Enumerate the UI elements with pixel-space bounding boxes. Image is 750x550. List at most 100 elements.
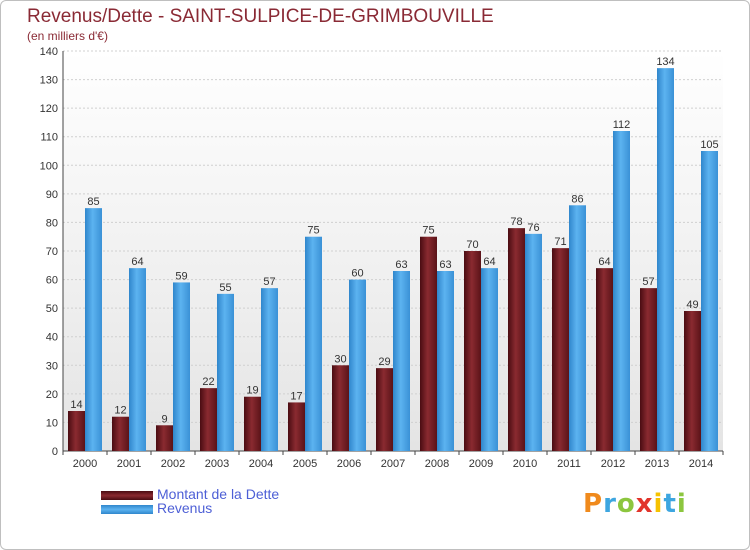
data-label-dette: 17 bbox=[290, 390, 302, 402]
x-tick-label: 2008 bbox=[425, 458, 449, 470]
x-tick-label: 2000 bbox=[73, 458, 97, 470]
data-label-dette: 19 bbox=[246, 385, 258, 397]
data-label-revenus: 112 bbox=[613, 119, 631, 131]
data-label-revenus: 76 bbox=[527, 222, 539, 234]
data-label-dette: 71 bbox=[554, 236, 566, 248]
data-label-dette: 70 bbox=[466, 239, 478, 251]
x-tick-label: 2002 bbox=[161, 458, 185, 470]
data-label-revenus: 55 bbox=[219, 282, 231, 294]
bar-revenus bbox=[701, 151, 718, 451]
y-tick-label: 130 bbox=[40, 75, 58, 87]
logo-letter: o bbox=[616, 489, 636, 519]
data-label-revenus: 64 bbox=[483, 256, 495, 268]
bar-dette bbox=[420, 236, 437, 451]
bar-dette bbox=[376, 368, 393, 451]
bar-dette bbox=[552, 248, 569, 451]
data-label-dette: 30 bbox=[334, 353, 346, 365]
x-tick-label: 2012 bbox=[601, 458, 625, 470]
data-label-dette: 64 bbox=[598, 256, 610, 268]
y-tick-label: 50 bbox=[46, 303, 58, 315]
bar-revenus bbox=[217, 293, 234, 451]
bar-dette bbox=[244, 396, 261, 451]
bar-revenus bbox=[173, 282, 190, 451]
bar-revenus bbox=[437, 271, 454, 451]
x-tick-label: 2010 bbox=[513, 458, 537, 470]
x-tick-label: 2011 bbox=[557, 458, 581, 470]
proxiti-logo: Proxiti bbox=[583, 489, 687, 519]
data-label-revenus: 63 bbox=[395, 259, 407, 271]
data-label-revenus: 60 bbox=[351, 268, 363, 280]
data-label-revenus: 63 bbox=[439, 259, 451, 271]
bar-dette bbox=[596, 268, 613, 451]
data-label-dette: 78 bbox=[510, 216, 522, 228]
chart-subtitle: (en milliers d'€) bbox=[27, 29, 108, 43]
y-tick-label: 30 bbox=[46, 360, 58, 372]
bar-dette bbox=[200, 388, 217, 451]
data-label-dette: 57 bbox=[642, 276, 654, 288]
x-tick-label: 2014 bbox=[689, 458, 713, 470]
x-tick-label: 2004 bbox=[249, 458, 273, 470]
bar-dette bbox=[640, 288, 657, 451]
y-tick-label: 0 bbox=[52, 446, 58, 458]
bar-revenus bbox=[613, 131, 630, 451]
y-tick-label: 110 bbox=[40, 132, 58, 144]
data-label-revenus: 57 bbox=[263, 276, 275, 288]
bar-dette bbox=[68, 411, 85, 451]
bar-dette bbox=[156, 425, 173, 451]
y-tick-label: 20 bbox=[46, 389, 58, 401]
logo-letter: x bbox=[635, 489, 654, 519]
x-tick-label: 2009 bbox=[469, 458, 493, 470]
bar-dette bbox=[508, 228, 525, 451]
bar-revenus bbox=[349, 279, 366, 451]
bar-dette bbox=[684, 311, 701, 451]
data-label-dette: 14 bbox=[70, 399, 82, 411]
y-tick-label: 80 bbox=[46, 217, 58, 229]
data-label-revenus: 85 bbox=[87, 196, 99, 208]
data-label-revenus: 86 bbox=[571, 193, 583, 205]
bar-revenus bbox=[85, 208, 102, 451]
logo-letter: r bbox=[603, 489, 617, 519]
bar-dette bbox=[332, 365, 349, 451]
data-label-dette: 9 bbox=[161, 413, 167, 425]
data-label-revenus: 59 bbox=[175, 270, 187, 282]
logo-letter: P bbox=[583, 489, 604, 519]
data-label-dette: 29 bbox=[378, 356, 390, 368]
data-label-dette: 49 bbox=[686, 299, 698, 311]
bar-revenus bbox=[261, 288, 278, 451]
bar-dette bbox=[112, 416, 129, 451]
bar-dette bbox=[288, 402, 305, 451]
y-tick-label: 70 bbox=[46, 246, 58, 258]
bar-revenus bbox=[569, 205, 586, 451]
data-label-revenus: 75 bbox=[307, 225, 319, 237]
legend-swatch-revenus bbox=[101, 505, 153, 514]
y-tick-label: 60 bbox=[46, 275, 58, 287]
data-label-dette: 22 bbox=[202, 376, 214, 388]
y-tick-label: 120 bbox=[40, 103, 58, 115]
y-tick-label: 40 bbox=[46, 332, 58, 344]
data-label-dette: 75 bbox=[422, 225, 434, 237]
logo-letter: i bbox=[676, 489, 687, 519]
y-tick-label: 10 bbox=[46, 417, 58, 429]
x-tick-label: 2007 bbox=[381, 458, 405, 470]
legend-swatch-dette bbox=[101, 491, 153, 500]
x-tick-label: 2013 bbox=[645, 458, 669, 470]
bar-revenus bbox=[393, 271, 410, 451]
bar-revenus bbox=[657, 68, 674, 452]
x-tick-label: 2005 bbox=[293, 458, 317, 470]
bar-revenus bbox=[305, 236, 322, 451]
data-label-dette: 12 bbox=[114, 405, 126, 417]
bar-revenus bbox=[129, 268, 146, 451]
legend-label-dette: Montant de la Dette bbox=[157, 486, 280, 502]
chart-title: Revenus/Dette - SAINT-SULPICE-DE-GRIMBOU… bbox=[27, 6, 494, 27]
logo-letter: t bbox=[663, 489, 677, 519]
x-tick-label: 2001 bbox=[117, 458, 141, 470]
logo-letter: i bbox=[653, 489, 664, 519]
legend-label-revenus: Revenus bbox=[157, 500, 213, 516]
x-tick-label: 2003 bbox=[205, 458, 229, 470]
x-tick-label: 2006 bbox=[337, 458, 361, 470]
y-tick-label: 140 bbox=[40, 46, 58, 58]
bar-revenus bbox=[481, 268, 498, 451]
y-tick-label: 100 bbox=[40, 160, 58, 172]
